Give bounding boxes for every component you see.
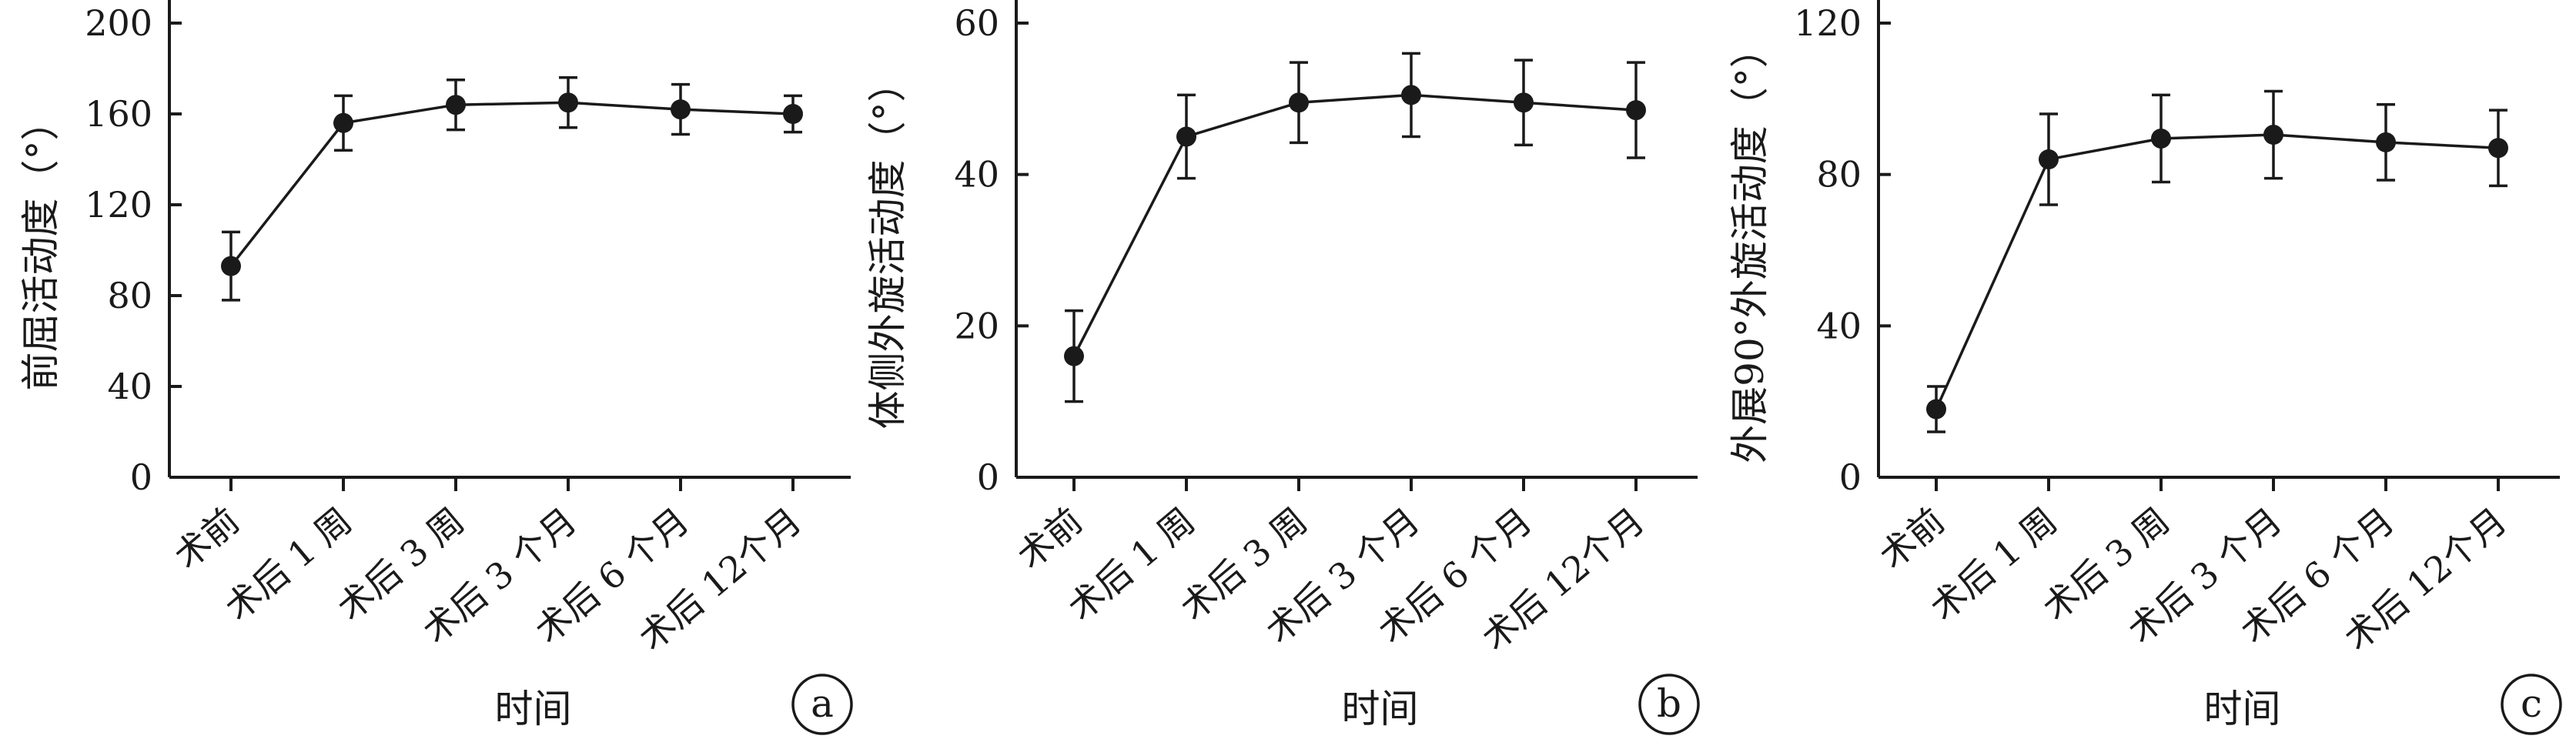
data-point: [1289, 92, 1309, 113]
data-point: [2488, 138, 2508, 159]
panel-label-circle: [2501, 674, 2562, 735]
x-axis-title: 时间: [495, 687, 572, 731]
data-point: [221, 256, 241, 276]
y-tick-label: 40: [107, 366, 152, 407]
panel-label: b: [1657, 681, 1681, 726]
x-axis-title: 时间: [2204, 687, 2281, 731]
x-tick-label: 术前: [1009, 500, 1090, 577]
y-axis-title: 体侧外旋活动度（°）: [865, 64, 910, 430]
data-point: [2263, 125, 2283, 145]
data-point: [558, 92, 578, 113]
y-tick-label: 0: [130, 456, 152, 498]
data-point: [671, 99, 691, 120]
data-point: [1926, 399, 1946, 420]
data-point: [1626, 100, 1646, 121]
series-line: [1072, 93, 1637, 357]
series-line: [1935, 133, 2499, 410]
y-tick-label: 0: [977, 456, 999, 498]
data-point: [333, 112, 353, 133]
data-point: [783, 104, 803, 124]
y-tick-label: 80: [1816, 154, 1862, 196]
y-tick-label: 80: [107, 275, 152, 316]
y-axis-title: 前屈活动度（°）: [18, 102, 63, 391]
data-point: [1514, 92, 1534, 113]
y-tick-label: 40: [1816, 305, 1862, 346]
y-tick-label: 60: [954, 2, 999, 44]
data-point: [1176, 126, 1196, 147]
panel-label-circle: [1638, 674, 1700, 735]
y-tick-label: 20: [954, 305, 999, 346]
x-tick-label: 术后 1 周: [217, 500, 360, 629]
panel-label: c: [2521, 681, 2542, 726]
data-point: [2151, 128, 2171, 149]
data-point: [2039, 149, 2059, 169]
data-point: [1064, 346, 1084, 366]
x-tick-label: 术前: [1872, 500, 1952, 577]
y-tick-label: 160: [85, 93, 152, 135]
x-axis-title: 时间: [1342, 687, 1419, 731]
series-line: [229, 101, 794, 267]
x-tick-label: 术后 1 周: [1060, 500, 1203, 629]
data-point: [1401, 85, 1421, 105]
data-point: [2376, 132, 2396, 152]
data-point: [446, 95, 466, 115]
y-tick-label: 120: [85, 184, 152, 226]
y-tick-label: 40: [954, 154, 999, 196]
x-tick-label: 术后 1 周: [1922, 500, 2065, 629]
panel-label: a: [811, 681, 834, 726]
y-tick-label: 200: [85, 2, 152, 44]
x-tick-label: 术前: [166, 500, 247, 577]
y-tick-label: 120: [1794, 2, 1862, 44]
panel-label-circle: [791, 674, 853, 735]
y-axis-title: 外展90°外旋活动度（°）: [1728, 29, 1772, 463]
y-tick-label: 0: [1839, 456, 1862, 498]
